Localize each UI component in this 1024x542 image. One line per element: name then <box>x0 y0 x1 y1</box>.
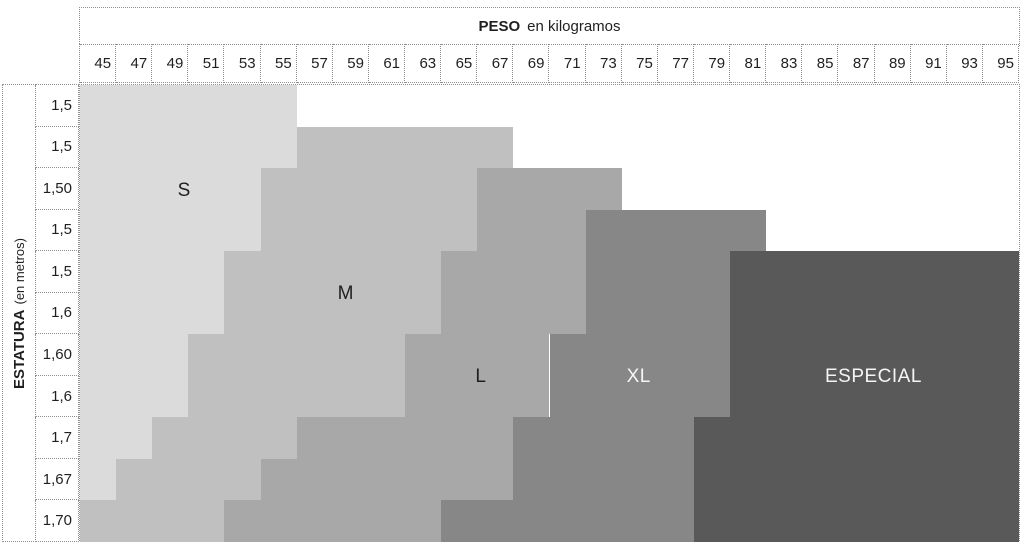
x-axis-title-rest: en kilogramos <box>527 18 621 35</box>
weight-header-cell: 69 <box>513 44 550 83</box>
weight-header-cell: 47 <box>116 44 153 83</box>
weight-header-cell: 71 <box>549 44 586 83</box>
weight-header-cell: 45 <box>80 44 117 83</box>
size-region-xl-segment <box>549 375 731 418</box>
weight-header-cell: 95 <box>982 44 1019 83</box>
y-axis-title-rest: (en metros) <box>11 237 27 305</box>
size-region-s-segment <box>80 168 261 210</box>
weight-header-cell: 93 <box>946 44 983 83</box>
weight-header-cell: 85 <box>802 44 839 83</box>
size-region-especial-segment <box>693 500 1019 542</box>
size-region-l-segment <box>405 375 550 418</box>
size-region-especial-segment <box>730 334 1019 376</box>
height-header-cell: 1,60 <box>35 334 79 376</box>
weight-header-cell: 81 <box>730 44 767 83</box>
weight-header-cell: 57 <box>296 44 333 83</box>
size-region-xl-segment <box>585 209 767 252</box>
x-axis-title-bold: PESO <box>478 18 521 35</box>
size-region-m-segment <box>80 500 225 542</box>
y-axis-title-bold: ESTATURA <box>10 309 28 389</box>
weight-header-cell: 91 <box>910 44 947 83</box>
region-label-m: M <box>337 282 354 304</box>
region-label-s: S <box>177 180 191 202</box>
size-region-s-segment <box>80 85 297 127</box>
size-region-s-segment <box>80 126 297 169</box>
size-region-especial-segment <box>730 375 1019 418</box>
height-header-cell: 1,5 <box>35 251 79 293</box>
size-region-m-segment <box>116 458 261 501</box>
height-header-cell: 1,6 <box>35 375 79 418</box>
size-region-xl-segment <box>513 417 694 459</box>
height-header-cell: 1,70 <box>35 500 79 542</box>
weight-header-cell: 51 <box>188 44 225 83</box>
size-region-s-segment <box>80 251 225 293</box>
size-region-l-segment <box>441 251 586 293</box>
size-region-l-segment <box>224 500 442 542</box>
weight-header-cell: 87 <box>838 44 875 83</box>
size-region-xl-segment <box>549 334 731 376</box>
weight-header-cell: 59 <box>332 44 369 83</box>
height-header-cell: 1,50 <box>35 168 79 210</box>
weight-header-cell: 77 <box>657 44 694 83</box>
size-region-s-segment <box>80 209 261 252</box>
region-label-l: L <box>475 366 487 388</box>
x-axis-title: PESO en kilogramos <box>79 7 1020 46</box>
weight-header-cell: 55 <box>260 44 297 83</box>
y-axis-title-text: ESTATURA (en metros) <box>11 238 28 389</box>
size-region-especial-segment <box>730 292 1019 335</box>
size-region-s-segment <box>80 417 153 459</box>
size-region-l-segment <box>260 458 514 501</box>
size-region-l-segment <box>441 292 586 335</box>
size-region-especial-segment <box>693 417 1019 459</box>
size-region-s-segment <box>80 334 189 376</box>
size-region-m-segment <box>188 334 406 376</box>
size-region-especial-segment <box>730 251 1019 293</box>
size-region-especial-segment <box>693 458 1019 501</box>
size-region-l-segment <box>405 334 550 376</box>
size-region-s-segment <box>80 292 225 335</box>
y-axis-title: ESTATURA (en metros) <box>2 84 36 542</box>
weight-header-cell: 89 <box>874 44 911 83</box>
size-region-m-segment <box>260 168 478 210</box>
weight-header-cell: 63 <box>405 44 442 83</box>
region-label-xl: XL <box>626 366 651 388</box>
size-region-l-segment <box>477 168 622 210</box>
size-region-m-segment <box>224 251 442 293</box>
weight-header-cell: 61 <box>368 44 406 83</box>
region-label-especial: ESPECIAL <box>824 366 922 388</box>
size-region-m-segment <box>296 126 514 169</box>
height-header-column: 1,5 1,5 1,50 1,5 1,5 1,6 1,60 1,6 1,7 1,67 1,70 <box>35 84 79 542</box>
size-region-m-segment <box>188 375 406 418</box>
height-header-cell: 1,7 <box>35 417 79 459</box>
weight-header-cell: 49 <box>152 44 189 83</box>
size-region-m-segment <box>224 292 442 335</box>
size-region-xl-segment <box>585 292 731 335</box>
size-region-l-segment <box>477 209 586 252</box>
weight-header-cell: 75 <box>621 44 658 83</box>
size-region-l-segment <box>296 417 514 459</box>
weight-header-cell: 53 <box>224 44 261 83</box>
weight-header-cell: 65 <box>441 44 478 83</box>
height-header-cell: 1,5 <box>35 85 79 127</box>
weight-header-cell: 73 <box>585 44 622 83</box>
height-header-cell: 1,6 <box>35 292 79 335</box>
weight-header-cell: 79 <box>693 44 731 83</box>
height-header-cell: 1,5 <box>35 126 79 169</box>
size-regions-grid: S M L XL ESPECIAL <box>79 84 1020 542</box>
height-header-cell: 1,5 <box>35 209 79 252</box>
size-region-xl-segment <box>441 500 694 542</box>
size-region-m-segment <box>152 417 297 459</box>
weight-header-cell: 67 <box>477 44 514 83</box>
size-region-s-segment <box>80 375 189 418</box>
height-header-cell: 1,67 <box>35 458 79 501</box>
weight-header-cell: 83 <box>766 44 803 83</box>
size-region-xl-segment <box>585 251 731 293</box>
size-region-m-segment <box>260 209 478 252</box>
weight-header-row: 45 47 49 51 53 55 57 59 61 63 65 67 69 71 73 75 77 79 81 83… <box>79 44 1019 83</box>
size-region-s-segment <box>80 458 117 501</box>
size-region-xl-segment <box>513 458 694 501</box>
